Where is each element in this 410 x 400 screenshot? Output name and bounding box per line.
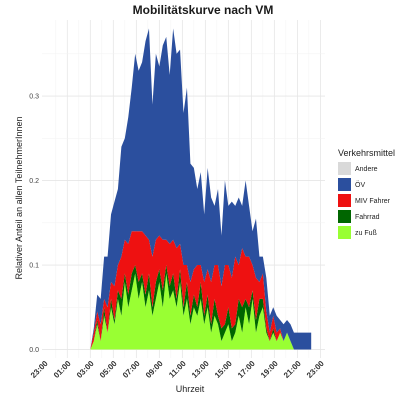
y-tick-label: 0.3 bbox=[29, 94, 39, 101]
area-fahrrad bbox=[90, 265, 312, 350]
x-tick-label: 21:00 bbox=[282, 359, 303, 380]
x-tick-label: 19:00 bbox=[259, 359, 280, 380]
legend-swatch bbox=[338, 210, 351, 223]
legend-swatch bbox=[338, 162, 351, 175]
legend-swatch bbox=[338, 178, 351, 191]
area-zu-fuß bbox=[90, 273, 312, 350]
x-tick-label: 23:00 bbox=[305, 359, 326, 380]
area-miv-fahrer bbox=[90, 231, 312, 350]
legend-label: Fahrrad bbox=[355, 214, 380, 221]
x-tick-label: 07:00 bbox=[121, 359, 142, 380]
x-tick-label: 05:00 bbox=[98, 359, 119, 380]
x-axis-ticks: 23:00 01:00 03:00 05:00 07:00 09:00 11:00 13:00… bbox=[29, 359, 326, 380]
x-tick-label: 23:00 bbox=[29, 359, 50, 380]
stacked-areas bbox=[90, 28, 312, 350]
legend-swatch bbox=[338, 194, 351, 207]
y-axis-ticks: 0.0 0.1 0.2 0.3 bbox=[29, 94, 39, 354]
y-axis-title: Relativer Anteil an allen TeilnehmerInne… bbox=[14, 117, 24, 280]
x-tick-label: 15:00 bbox=[213, 359, 234, 380]
chart-title: Mobilitätskurve nach VM bbox=[133, 3, 274, 17]
x-tick-label: 01:00 bbox=[52, 359, 73, 380]
x-tick-label: 11:00 bbox=[167, 359, 188, 380]
x-tick-label: 09:00 bbox=[144, 359, 165, 380]
y-tick-label: 0.2 bbox=[29, 178, 39, 185]
x-tick-label: 13:00 bbox=[190, 359, 211, 380]
legend-label: zu Fuß bbox=[355, 230, 377, 237]
legend-swatch bbox=[338, 226, 351, 239]
y-tick-label: 0.0 bbox=[29, 347, 39, 354]
x-axis-title: Uhrzeit bbox=[176, 384, 205, 394]
legend-title: Verkehrsmittel bbox=[338, 148, 395, 158]
area-öv bbox=[90, 28, 312, 350]
legend-label: ÖV bbox=[355, 181, 365, 189]
legend: Verkehrsmittel Andere ÖV MIV Fahrer Fahrrad… bbox=[338, 148, 395, 239]
y-tick-label: 0.1 bbox=[29, 263, 39, 270]
x-tick-label: 03:00 bbox=[75, 359, 96, 380]
legend-label: Andere bbox=[355, 166, 378, 173]
legend-label: MIV Fahrer bbox=[355, 198, 391, 205]
x-tick-label: 17:00 bbox=[236, 359, 257, 380]
